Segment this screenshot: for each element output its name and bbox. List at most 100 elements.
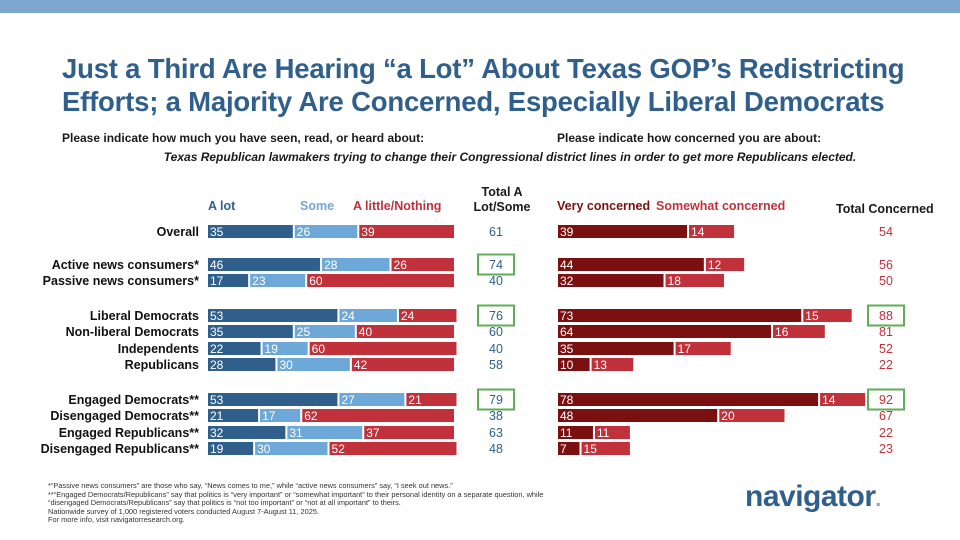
- row-label: Disengaged Republicans**: [41, 442, 200, 456]
- total-a-lot-some-value: 63: [489, 426, 503, 440]
- header-total-a-lot-line2: Lot/Some: [473, 200, 531, 214]
- bar-value-label: 39: [560, 225, 574, 239]
- bar-segment: [307, 274, 454, 287]
- total-a-lot-some-value: 38: [489, 409, 503, 423]
- bar-segment: [208, 426, 286, 439]
- footnote-line: *“Passive news consumers” are those who …: [48, 481, 453, 490]
- total-concerned-value: 56: [879, 258, 893, 272]
- bar-value-label: 37: [366, 426, 380, 440]
- bar-segment: [250, 274, 306, 287]
- bar-value-label: 17: [210, 274, 224, 288]
- bar-segment: [351, 358, 454, 371]
- bar-segment: [719, 409, 785, 422]
- row-label: Independents: [118, 342, 199, 356]
- bar-segment: [356, 325, 454, 338]
- bar-segment: [803, 309, 852, 322]
- bar-value-label: 18: [668, 274, 682, 288]
- bar-segment: [208, 325, 293, 338]
- bar-segment: [208, 358, 276, 371]
- bar-segment: [675, 342, 731, 355]
- total-a-lot-some-value: 61: [489, 225, 503, 239]
- footnotes: *“Passive news consumers” are those who …: [48, 481, 688, 525]
- bar-segment: [558, 258, 704, 271]
- bar-value-label: 28: [324, 258, 338, 272]
- header-total-concerned: Total Concerned: [836, 202, 934, 216]
- slide-title: Just a Third Are Hearing “a Lot” About T…: [62, 53, 905, 117]
- bar-value-label: 21: [408, 393, 422, 407]
- bar-value-label: 24: [341, 309, 355, 323]
- total-concerned-value: 23: [879, 442, 893, 456]
- footnote-line: Nationwide survey of 1,000 registered vo…: [48, 506, 320, 516]
- bar-segment: [208, 258, 321, 271]
- bar-value-label: 15: [805, 309, 819, 323]
- bar-segment: [558, 358, 590, 371]
- total-a-lot-some-value: 76: [489, 309, 503, 323]
- bar-segment: [558, 342, 674, 355]
- total-concerned-value: 54: [879, 225, 893, 239]
- bar-segment: [705, 258, 745, 271]
- question-subject: Texas Republican lawmakers trying to cha…: [163, 150, 857, 164]
- bar-value-label: 35: [210, 225, 224, 239]
- bar-segment: [208, 393, 338, 406]
- highlight-box: [477, 388, 515, 411]
- bar-segment: [820, 393, 866, 406]
- bar-value-label: 44: [560, 258, 574, 272]
- bar-segment: [558, 393, 819, 406]
- bar-segment: [208, 409, 259, 422]
- bar-segment: [689, 225, 735, 238]
- bar-value-label: 26: [394, 258, 408, 272]
- logo-text: navigator: [745, 480, 876, 513]
- row-label: Liberal Democrats: [90, 309, 199, 323]
- row-label: Non-liberal Democrats: [66, 325, 199, 339]
- total-concerned-value: 67: [879, 409, 893, 423]
- bar-value-label: 22: [210, 342, 224, 356]
- total-concerned-value: 92: [879, 393, 893, 407]
- bar-value-label: 23: [252, 274, 266, 288]
- bar-value-label: 42: [354, 358, 368, 372]
- bar-segment: [558, 274, 664, 287]
- bar-value-label: 64: [560, 325, 574, 339]
- bar-segment: [406, 393, 457, 406]
- bar-value-label: 11: [597, 426, 610, 440]
- bar-segment: [398, 309, 457, 322]
- bar-value-label: 60: [312, 342, 326, 356]
- total-a-lot-some-value: 48: [489, 442, 503, 456]
- bar-segment: [260, 409, 301, 422]
- bar-segment: [665, 274, 724, 287]
- bar-value-label: 30: [257, 442, 271, 456]
- total-a-lot-some-value: 40: [489, 274, 503, 288]
- bar-value-label: 52: [332, 442, 346, 456]
- legend-a-lot: A lot: [208, 199, 236, 213]
- bar-segment: [558, 309, 802, 322]
- bar-value-label: 19: [210, 442, 224, 456]
- total-concerned-value: 22: [879, 358, 893, 372]
- total-a-lot-some-value: 58: [489, 358, 503, 372]
- legend-very-concerned: Very concerned: [557, 199, 651, 213]
- bar-segment: [594, 426, 630, 439]
- bar-value-label: 17: [678, 342, 692, 356]
- bar-segment: [339, 393, 405, 406]
- bar-value-label: 48: [560, 409, 574, 423]
- bar-segment: [208, 274, 249, 287]
- bar-value-label: 32: [560, 274, 574, 288]
- total-concerned-value: 88: [879, 309, 893, 323]
- highlight-box: [867, 388, 905, 411]
- bar-segment: [773, 325, 825, 338]
- bar-value-label: 17: [262, 409, 276, 423]
- legend-some: Some: [300, 199, 335, 213]
- bar-value-label: 26: [297, 225, 311, 239]
- row-label: Passive news consumers*: [43, 274, 199, 288]
- bar-value-label: 7: [560, 442, 567, 456]
- total-a-lot-some-value: 60: [489, 325, 503, 339]
- header-total-a-lot-some: Total A Lot/Some: [462, 185, 542, 215]
- bar-value-label: 24: [401, 309, 415, 323]
- bar-value-label: 15: [584, 442, 598, 456]
- row-label: Republicans: [125, 358, 199, 372]
- bar-segment: [208, 309, 338, 322]
- bar-segment: [339, 309, 397, 322]
- bar-value-label: 78: [560, 393, 574, 407]
- bar-segment: [294, 325, 355, 338]
- legend-somewhat-concerned: Somewhat concerned: [656, 199, 786, 213]
- bar-segment: [581, 442, 630, 455]
